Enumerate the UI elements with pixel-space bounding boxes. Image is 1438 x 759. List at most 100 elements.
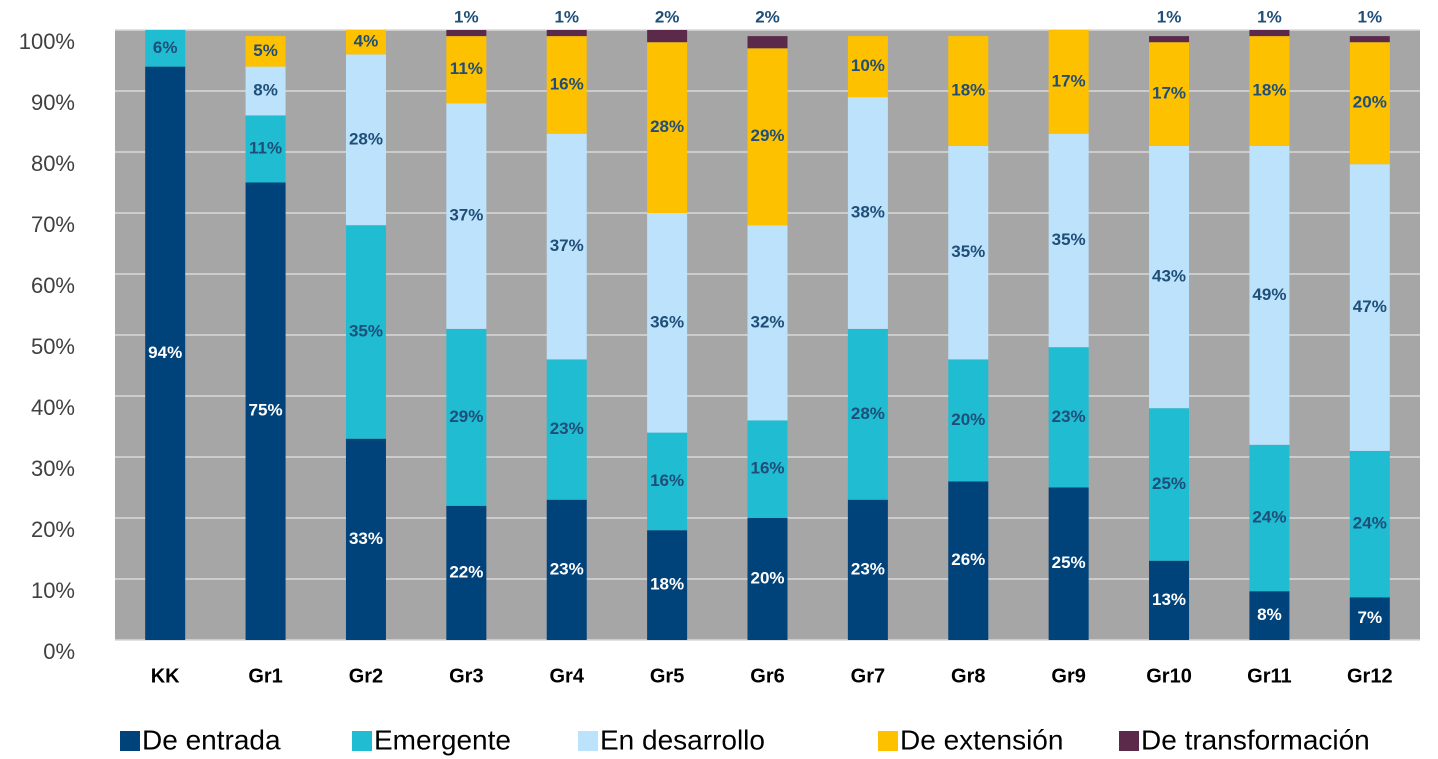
data-label: 1% [454, 7, 479, 26]
bar-segment [345, 438, 386, 640]
data-label: 23% [550, 559, 584, 578]
bar-segment [1048, 347, 1089, 488]
bar-segment [948, 481, 989, 640]
bar-segment [245, 115, 286, 183]
bar-segment [1149, 408, 1190, 561]
bar-segment [747, 420, 788, 518]
data-label: 16% [550, 74, 584, 93]
bar-segment [647, 30, 688, 43]
y-tick-label: 0% [43, 639, 75, 664]
data-label: 26% [951, 550, 985, 569]
data-label: 11% [249, 138, 282, 157]
data-label: 16% [650, 471, 684, 490]
data-label: 6% [153, 38, 178, 57]
data-label: 25% [1152, 474, 1186, 493]
y-tick-label: 40% [31, 395, 75, 420]
bar-segment [1349, 164, 1390, 451]
data-label: 24% [1353, 514, 1387, 533]
bar-segment [1349, 450, 1390, 598]
data-label: 35% [1052, 230, 1086, 249]
y-tick-label: 100% [19, 29, 75, 54]
data-label: 49% [1252, 285, 1286, 304]
bar-segment [647, 432, 688, 531]
bar-segment [847, 499, 888, 640]
data-label: 5% [253, 41, 278, 60]
data-label: 35% [951, 242, 985, 261]
data-label: 16% [750, 459, 784, 478]
legend-label: De extensión [900, 724, 1063, 755]
data-label: 18% [650, 575, 684, 594]
data-label: 28% [650, 117, 684, 136]
legend-label: De transformación [1141, 724, 1370, 755]
data-label: 47% [1353, 297, 1387, 316]
bar-segment [647, 42, 688, 214]
data-label: 1% [1157, 7, 1182, 26]
data-label: 7% [1358, 608, 1383, 627]
bar-segment [747, 225, 788, 421]
data-label: 1% [1257, 7, 1282, 26]
data-label: 2% [655, 7, 680, 26]
bar-segment [446, 505, 487, 640]
y-tick-label: 60% [31, 273, 75, 298]
data-label: 13% [1152, 590, 1186, 609]
y-tick-label: 10% [31, 578, 75, 603]
data-label: 24% [1252, 507, 1286, 526]
data-label: 1% [554, 7, 579, 26]
bar-segment [1249, 145, 1290, 445]
x-tick-label: Gr9 [1051, 665, 1085, 687]
x-tick-label: Gr2 [349, 665, 383, 687]
data-label: 33% [349, 529, 383, 548]
bar-segment [245, 66, 286, 116]
bar-segment [446, 103, 487, 329]
data-label: 22% [449, 562, 483, 581]
data-label: 37% [449, 206, 483, 225]
bar-segment [847, 36, 888, 98]
legend-swatch [878, 731, 898, 751]
data-label: 38% [851, 202, 885, 221]
data-label: 8% [1257, 605, 1282, 624]
x-tick-label: Gr8 [951, 665, 985, 687]
bar-segment [1349, 36, 1390, 43]
bar-segment [546, 499, 587, 640]
x-tick-label: Gr5 [650, 665, 684, 687]
x-tick-label: Gr3 [449, 665, 483, 687]
legend-label: Emergente [374, 724, 511, 755]
legend-swatch [352, 731, 372, 751]
bar-segment [1048, 133, 1089, 348]
x-tick-label: Gr12 [1347, 665, 1393, 687]
bar-segment [1149, 42, 1190, 146]
x-tick-label: Gr1 [248, 665, 282, 687]
bar-segment [345, 225, 386, 439]
bar-segment [145, 30, 186, 67]
y-tick-label: 30% [31, 456, 75, 481]
x-tick-label: KK [151, 665, 180, 687]
bar-segment [145, 66, 186, 641]
y-tick-label: 90% [31, 90, 75, 115]
bar-segment [847, 97, 888, 329]
y-tick-label: 80% [31, 151, 75, 176]
y-tick-label: 50% [31, 334, 75, 359]
data-label: 36% [650, 312, 684, 331]
x-tick-label: Gr6 [750, 665, 784, 687]
data-label: 25% [1052, 553, 1086, 572]
data-label: 23% [550, 419, 584, 438]
data-label: 32% [750, 312, 784, 331]
x-tick-label: Gr10 [1146, 665, 1192, 687]
data-label: 18% [951, 80, 985, 99]
data-label: 35% [349, 321, 383, 340]
bar-segment [948, 359, 989, 482]
data-label: 75% [249, 401, 283, 420]
bar-segment [1048, 30, 1089, 134]
x-tick-label: Gr7 [851, 665, 885, 687]
x-tick-label: Gr11 [1247, 665, 1291, 687]
data-label: 23% [851, 559, 885, 578]
data-label: 29% [750, 126, 784, 145]
bar-segment [1048, 487, 1089, 640]
bar-segment [1249, 591, 1290, 640]
bar-segment [446, 36, 487, 104]
bar-segment [1149, 560, 1190, 640]
bar-segment [245, 36, 286, 67]
bar-segment [1349, 42, 1390, 165]
bar-segment [747, 518, 788, 640]
bar-segment [747, 36, 788, 49]
